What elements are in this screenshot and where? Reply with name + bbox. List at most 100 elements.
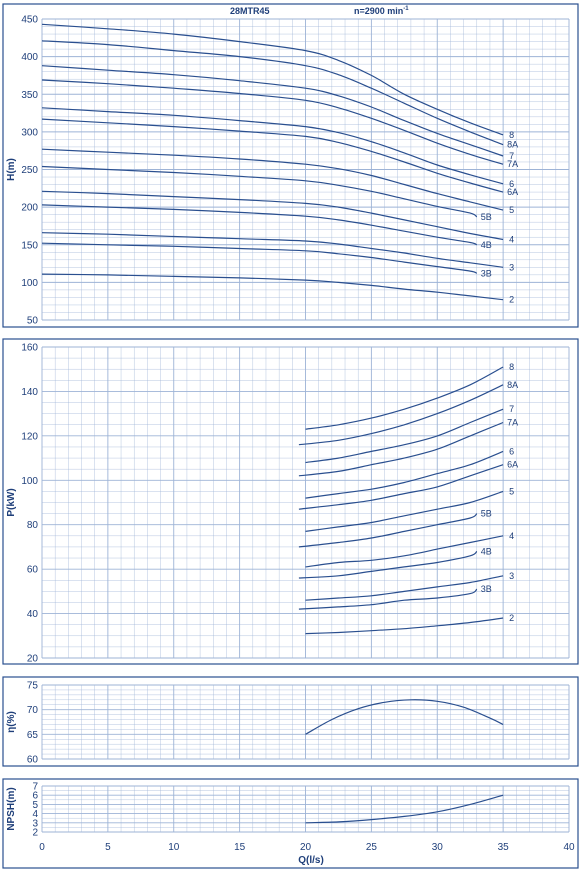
curve-3 (305, 575, 504, 601)
curve-label: 7 (509, 151, 514, 161)
curve-7 (41, 65, 504, 157)
curve-label: 4 (509, 531, 514, 541)
curve-7A (41, 79, 504, 165)
y-tick-label: 20 (27, 654, 39, 665)
curve-8 (305, 366, 504, 430)
curve-label: 6 (509, 446, 514, 456)
curve-label: 5B (481, 212, 492, 222)
curve-label: 4B (481, 240, 492, 250)
chart-title: 28MTR45 (230, 6, 270, 16)
curve-6A (298, 464, 504, 510)
panel-frame (2, 338, 579, 665)
y-tick-label: 60 (27, 565, 39, 576)
curve-6 (41, 107, 504, 185)
curve-label: 8A (507, 380, 518, 390)
panel-frame (2, 676, 579, 767)
y-axis-label: NPSH(m) (6, 787, 17, 830)
curve-6 (305, 450, 504, 499)
y-tick-label: 70 (27, 705, 39, 716)
y-tick-label: 200 (21, 203, 38, 214)
x-axis-label: Q(l/s) (298, 855, 324, 866)
y-axis-label: P(kW) (6, 488, 17, 516)
y-tick-label: 100 (21, 476, 38, 487)
x-tick-label: 20 (300, 842, 312, 853)
curve-label: 5 (509, 486, 514, 496)
curve-5 (41, 148, 504, 211)
curve-3 (41, 232, 504, 268)
y-tick-label: 4 (32, 809, 38, 820)
y-tick-label: 6 (32, 791, 38, 802)
x-tick-label: 30 (432, 842, 444, 853)
y-tick-label: 2 (32, 828, 38, 839)
curve-5 (305, 490, 504, 532)
curve-4B (41, 204, 478, 246)
curve-label: 6A (507, 460, 518, 470)
curve-label: 3B (481, 268, 492, 278)
curve-6A (41, 118, 504, 193)
y-tick-label: 300 (21, 127, 38, 138)
speed-value: n=2900 min (354, 6, 403, 16)
curve-5B (41, 165, 478, 218)
curve-4B (298, 550, 478, 579)
curve-main (305, 794, 504, 824)
x-tick-label: 25 (366, 842, 378, 853)
x-tick-label: 10 (168, 842, 180, 853)
curve-label: 2 (509, 295, 514, 305)
curve-4 (41, 190, 504, 241)
curve-8A (41, 40, 504, 146)
panel-frame (2, 3, 579, 328)
curve-label: 2 (509, 613, 514, 623)
y-tick-label: 3 (32, 818, 38, 829)
y-tick-label: 450 (21, 15, 38, 26)
curve-5B (298, 513, 478, 548)
x-tick-label: 15 (234, 842, 246, 853)
curve-2 (305, 617, 504, 635)
panel-grids (41, 18, 570, 833)
y-tick-label: 60 (27, 755, 39, 766)
curve-3B (41, 242, 478, 274)
y-tick-label: 65 (27, 730, 39, 741)
panel-curves (41, 23, 504, 824)
curve-label: 8A (507, 140, 518, 150)
y-tick-label: 5 (32, 800, 38, 811)
curve-label: 3B (481, 584, 492, 594)
curve-label: 7A (507, 159, 518, 169)
speed-label: n=2900 min-1 (354, 6, 409, 16)
y-tick-label: 50 (27, 316, 39, 327)
curve-label: 8 (509, 362, 514, 372)
speed-exponent: -1 (403, 6, 409, 12)
curve-8A (298, 384, 504, 446)
y-tick-label: 350 (21, 90, 38, 101)
y-tick-label: 250 (21, 165, 38, 176)
curve-label: 5B (481, 509, 492, 519)
curve-label: 5 (509, 205, 514, 215)
curve-main (305, 699, 504, 735)
curve-4 (305, 535, 504, 568)
curve-label: 3 (509, 571, 514, 581)
panel-frame (2, 778, 579, 869)
curve-label: 7A (507, 418, 518, 428)
curve-3B (298, 588, 478, 610)
curve-2 (41, 273, 504, 301)
y-tick-label: 80 (27, 520, 39, 531)
panel-frames (2, 3, 579, 869)
curve-label: 4 (509, 234, 514, 244)
curve-8 (41, 23, 504, 136)
x-tick-label: 40 (563, 842, 575, 853)
curve-label: 8 (509, 130, 514, 140)
y-tick-label: 100 (21, 278, 38, 289)
x-tick-label: 0 (39, 842, 45, 853)
curve-7 (305, 408, 504, 464)
y-tick-label: 75 (27, 681, 39, 692)
y-axis-label: η(%) (6, 711, 17, 733)
y-tick-label: 140 (21, 387, 38, 398)
y-tick-label: 160 (21, 343, 38, 354)
y-tick-label: 120 (21, 431, 38, 442)
panel-texts: 50100150200250300350400450H(m)88A77A66A5… (6, 15, 575, 854)
curve-label: 6 (509, 179, 514, 189)
curve-label: 7 (509, 404, 514, 414)
curve-label: 6A (507, 187, 518, 197)
curve-label: 3 (509, 262, 514, 272)
y-tick-label: 150 (21, 240, 38, 251)
curve-label: 4B (481, 546, 492, 556)
